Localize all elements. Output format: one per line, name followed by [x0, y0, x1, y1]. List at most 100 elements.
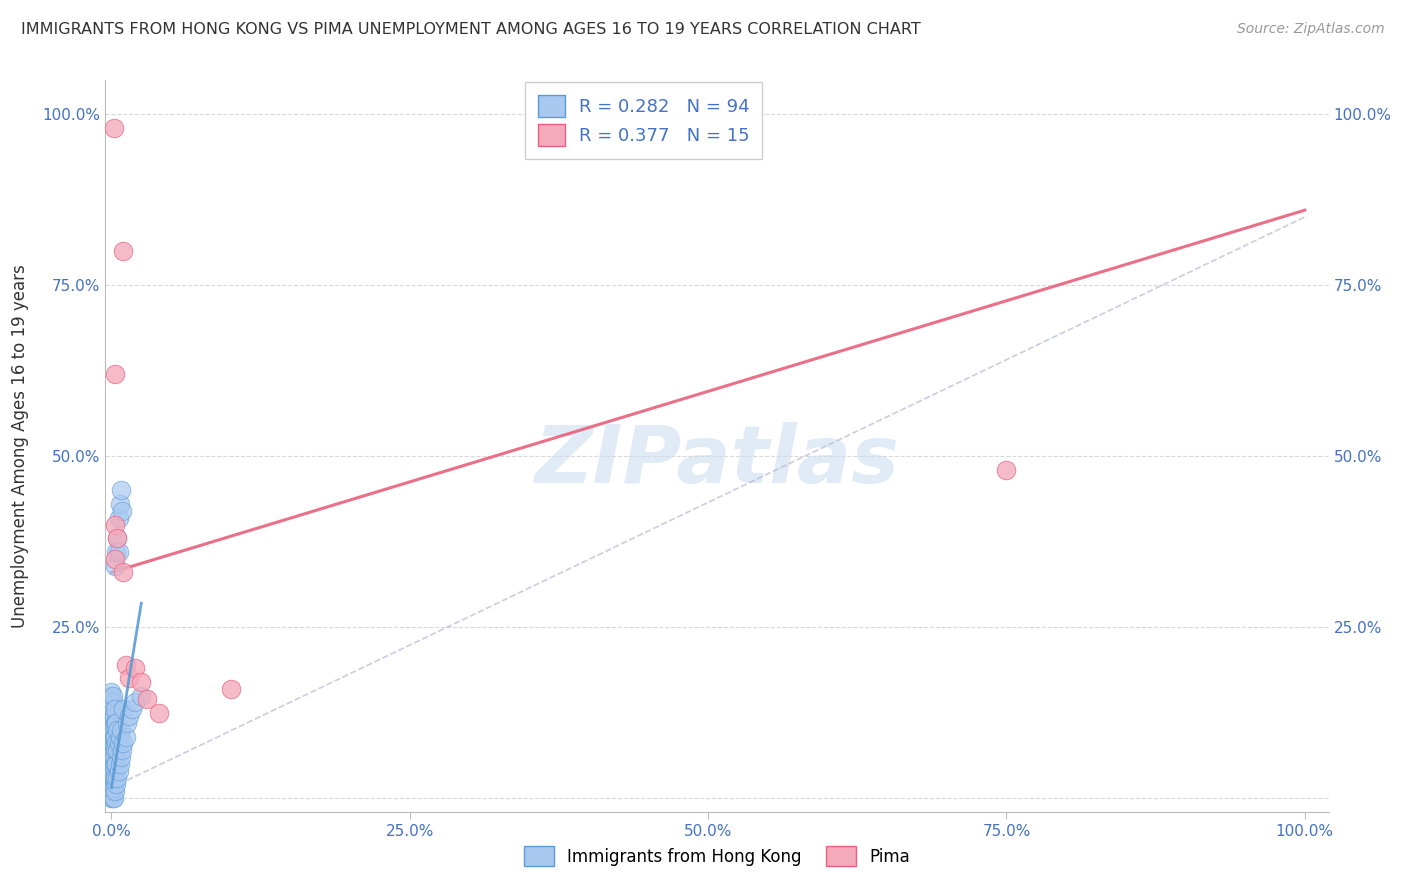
Point — [101, 784, 124, 798]
Point — [100, 780, 122, 795]
Point — [104, 756, 127, 771]
Point — [101, 695, 124, 709]
Point — [219, 681, 242, 696]
Point — [100, 750, 122, 764]
Point — [111, 743, 134, 757]
Point — [105, 531, 128, 545]
Point — [110, 483, 132, 498]
Point — [108, 756, 131, 771]
Point — [100, 709, 122, 723]
Text: ZIPatlas: ZIPatlas — [534, 422, 900, 500]
Point — [105, 743, 128, 757]
Point — [101, 730, 124, 744]
Point — [101, 756, 124, 771]
Point — [100, 733, 122, 747]
Point — [100, 730, 122, 744]
Point — [115, 715, 138, 730]
Point — [100, 723, 122, 737]
Point — [100, 760, 122, 774]
Point — [104, 551, 127, 566]
Point — [100, 764, 122, 778]
Point — [118, 709, 141, 723]
Point — [121, 702, 143, 716]
Point — [101, 723, 124, 737]
Point — [100, 702, 122, 716]
Point — [103, 709, 125, 723]
Point — [100, 791, 122, 805]
Point — [104, 558, 127, 573]
Point — [100, 726, 122, 740]
Point — [103, 760, 125, 774]
Point — [111, 504, 134, 518]
Point — [104, 702, 127, 716]
Point — [112, 702, 135, 716]
Text: IMMIGRANTS FROM HONG KONG VS PIMA UNEMPLOYMENT AMONG AGES 16 TO 19 YEARS CORRELA: IMMIGRANTS FROM HONG KONG VS PIMA UNEMPL… — [21, 22, 921, 37]
Point — [104, 784, 127, 798]
Point — [104, 730, 127, 744]
Point — [100, 685, 122, 699]
Point — [103, 739, 125, 754]
Point — [105, 736, 128, 750]
Point — [104, 517, 127, 532]
Point — [101, 743, 124, 757]
Point — [101, 791, 124, 805]
Point — [100, 692, 122, 706]
Point — [114, 730, 136, 744]
Point — [100, 747, 122, 761]
Point — [107, 510, 129, 524]
Point — [100, 719, 122, 733]
Point — [107, 736, 129, 750]
Point — [103, 730, 125, 744]
Legend: Immigrants from Hong Kong, Pima: Immigrants from Hong Kong, Pima — [517, 839, 917, 873]
Point — [100, 706, 122, 720]
Point — [100, 754, 122, 768]
Point — [112, 566, 135, 580]
Point — [104, 743, 127, 757]
Point — [101, 702, 124, 716]
Point — [118, 672, 141, 686]
Point — [105, 756, 128, 771]
Point — [129, 689, 152, 703]
Point — [103, 121, 125, 136]
Point — [129, 674, 152, 689]
Point — [148, 706, 170, 720]
Point — [101, 689, 124, 703]
Point — [103, 791, 125, 805]
Point — [100, 698, 122, 713]
Point — [101, 715, 124, 730]
Y-axis label: Unemployment Among Ages 16 to 19 years: Unemployment Among Ages 16 to 19 years — [11, 264, 28, 628]
Point — [100, 771, 122, 785]
Point — [110, 750, 132, 764]
Point — [108, 730, 131, 744]
Point — [105, 777, 128, 791]
Point — [101, 736, 124, 750]
Point — [112, 736, 135, 750]
Point — [101, 777, 124, 791]
Point — [100, 739, 122, 754]
Text: Source: ZipAtlas.com: Source: ZipAtlas.com — [1237, 22, 1385, 37]
Point — [100, 774, 122, 789]
Point — [107, 545, 129, 559]
Point — [100, 695, 122, 709]
Point — [124, 695, 146, 709]
Point — [105, 715, 128, 730]
Point — [100, 777, 122, 791]
Point — [100, 743, 122, 757]
Point — [100, 784, 122, 798]
Point — [103, 771, 125, 785]
Point — [110, 723, 132, 737]
Point — [103, 719, 125, 733]
Point — [100, 689, 122, 703]
Point — [104, 368, 127, 382]
Point — [105, 545, 128, 559]
Point — [101, 771, 124, 785]
Point — [108, 497, 131, 511]
Point — [100, 715, 122, 730]
Point — [100, 713, 122, 727]
Point — [100, 788, 122, 802]
Point — [104, 771, 127, 785]
Point — [103, 780, 125, 795]
Point — [995, 463, 1018, 477]
Point — [136, 692, 159, 706]
Point — [124, 661, 146, 675]
